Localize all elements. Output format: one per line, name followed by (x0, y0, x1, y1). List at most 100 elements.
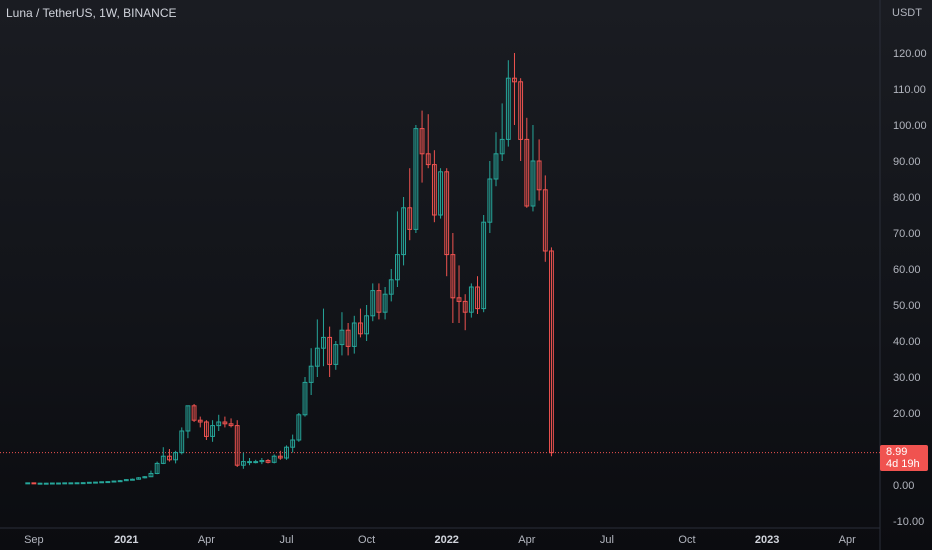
candle-body (419, 128, 425, 155)
candle-body (431, 164, 437, 216)
candle-body (413, 128, 419, 230)
candle-body (136, 477, 142, 480)
candle-body (401, 207, 406, 256)
candle-body (388, 279, 394, 295)
candle-body (25, 482, 31, 485)
candle-body (444, 171, 450, 256)
candle-body (31, 482, 37, 485)
y-tick-label: 20.00 (893, 408, 921, 420)
candle-body (37, 482, 43, 485)
candle-body (117, 480, 123, 483)
candle-body (253, 461, 259, 464)
x-tick-label: Jul (600, 534, 614, 546)
y-tick-label: 110.00 (893, 84, 926, 96)
candle-body (481, 221, 487, 310)
y-tick-label: 100.00 (893, 120, 927, 132)
candle-body (542, 189, 548, 252)
candle-body (197, 419, 203, 423)
candle-body (99, 481, 105, 484)
candle-body (148, 472, 154, 478)
candle-body (327, 336, 333, 365)
x-tick-label: Oct (678, 534, 695, 546)
candle-body (265, 460, 271, 463)
y-tick-label: 60.00 (893, 264, 921, 276)
y-tick-label: 120.00 (893, 48, 927, 60)
y-tick-label: 80.00 (893, 192, 921, 204)
candle-body (493, 153, 499, 180)
candle-body (339, 329, 345, 346)
candle-body (74, 482, 80, 485)
candle-body (518, 81, 524, 140)
x-tick-label: Sep (24, 534, 44, 546)
candle-body (321, 336, 326, 349)
candle-body (468, 286, 474, 313)
x-tick-label: Apr (518, 534, 535, 546)
candle-body (549, 250, 554, 454)
candle-body (123, 479, 129, 482)
candle-body (351, 322, 357, 347)
candle-body (49, 482, 55, 485)
candle-body (234, 425, 240, 466)
candle-body (179, 430, 185, 454)
x-tick-label: Apr (839, 534, 856, 546)
candle-body (450, 254, 456, 299)
candle-body (86, 481, 92, 484)
candle-body (382, 293, 388, 313)
y-tick-label: 0.00 (893, 480, 914, 492)
last-price-value: 8.99 (886, 446, 908, 458)
candle-body (43, 482, 49, 485)
candle-body (240, 461, 246, 466)
y-tick-label: 50.00 (893, 300, 921, 312)
candle-body (438, 171, 443, 216)
x-tick-label: Apr (198, 534, 215, 546)
candle-body (216, 421, 222, 427)
candle-body (284, 446, 289, 459)
candle-body (62, 482, 68, 485)
candle-body (167, 455, 172, 461)
x-tick-label: 2023 (755, 534, 779, 546)
chart-title: Luna / TetherUS, 1W, BINANCE (6, 6, 177, 20)
candle-body (333, 344, 339, 365)
candle-body (536, 160, 542, 191)
candle-body (487, 178, 493, 223)
candle-body (499, 138, 505, 155)
candle-body (105, 481, 111, 484)
candle-body (524, 138, 530, 207)
candle-body (111, 480, 117, 483)
candle-body (314, 347, 320, 367)
candle-body (358, 322, 363, 335)
candle-body (277, 455, 283, 459)
candle-body (302, 381, 308, 416)
candle-body (210, 425, 215, 437)
candle-body (505, 77, 511, 140)
y-tick-label: 70.00 (893, 228, 921, 240)
candle-body (296, 414, 302, 441)
candle-body (160, 455, 166, 464)
candle-countdown: 4d 19h (886, 458, 920, 470)
candle-body (370, 290, 376, 317)
candle-body (222, 421, 228, 425)
candle-body (376, 290, 382, 313)
candle-body (345, 329, 351, 347)
candle-body (475, 286, 480, 310)
candle-body (203, 421, 209, 437)
candle-body (395, 254, 400, 281)
candle-body (68, 482, 74, 485)
candle-body (530, 160, 536, 207)
y-tick-label: 90.00 (893, 156, 921, 168)
candle-body (56, 482, 61, 485)
y-tick-label: 40.00 (893, 336, 921, 348)
candle-body (512, 77, 517, 83)
candle-body (308, 365, 314, 383)
candle-body (425, 153, 431, 166)
x-tick-label: Oct (358, 534, 375, 546)
y-tick-label: 30.00 (893, 372, 921, 384)
candle-body (191, 405, 197, 421)
x-tick-label: 2022 (434, 534, 458, 546)
candle-body (456, 297, 462, 302)
candle-body (130, 478, 135, 481)
candle-body (142, 476, 148, 479)
candle-body (407, 207, 413, 230)
